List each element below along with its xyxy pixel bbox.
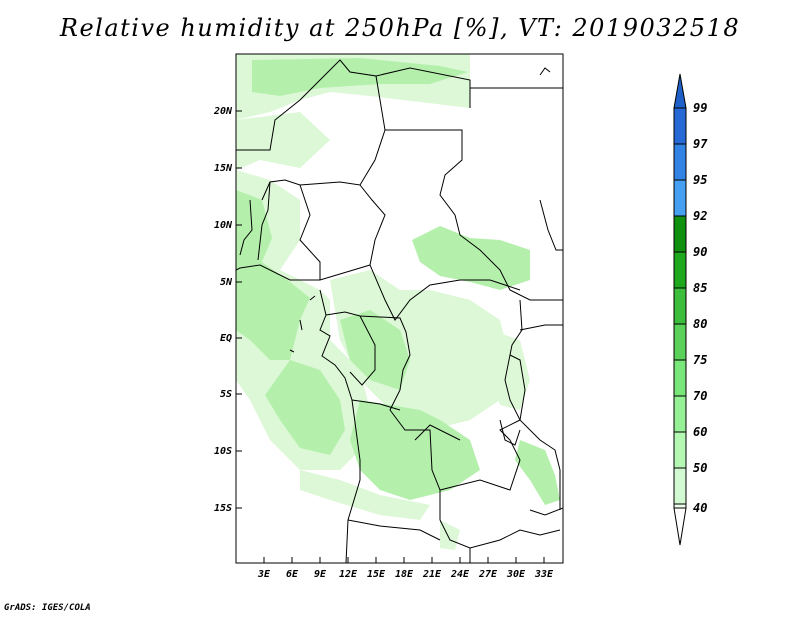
shade-northwest — [236, 112, 330, 170]
colorbar-swatch — [673, 251, 687, 289]
lon-label: 24E — [450, 569, 470, 580]
shade-southeast-patch — [440, 520, 460, 550]
shade-central-north — [412, 226, 530, 290]
shade-south — [350, 400, 480, 500]
lat-axis: 20N 15N 10N 5N EQ 5S 10S 15S — [213, 106, 242, 514]
lon-label: 12E — [339, 569, 358, 580]
colorbar-label: 75 — [693, 353, 707, 367]
colorbar-bottom-arrow — [673, 507, 687, 546]
lat-label: 15S — [214, 503, 232, 514]
lon-label: 9E — [314, 569, 327, 580]
colorbar-top-arrow — [673, 73, 687, 109]
colorbar-label: 70 — [693, 389, 707, 403]
colorbar-label: 80 — [693, 317, 707, 331]
shade-east-light — [490, 330, 530, 410]
map-frame — [235, 53, 564, 564]
colorbar-label: 60 — [693, 425, 707, 439]
colorbar-labels: 99 97 95 92 90 85 80 75 70 60 50 40 — [693, 101, 708, 515]
colorbar-label: 50 — [693, 461, 707, 475]
grads-credit: GrADS: IGES/COLA — [4, 603, 91, 613]
colorbar-swatch — [673, 467, 687, 505]
lat-label: EQ — [220, 333, 232, 344]
colorbar-swatch — [673, 107, 687, 145]
lon-label: 3E — [257, 569, 271, 580]
lon-label: 27E — [478, 569, 498, 580]
shade-east — [515, 440, 560, 505]
colorbar-swatch — [673, 431, 687, 469]
lat-label: 20N — [213, 106, 233, 117]
colorbar-label: 95 — [693, 173, 707, 187]
lat-label: 5N — [220, 277, 233, 288]
colorbar-label: 97 — [693, 137, 708, 151]
colorbar-swatch — [673, 395, 687, 433]
lon-label: 21E — [422, 569, 442, 580]
colorbar-swatch — [673, 215, 687, 253]
lon-label: 6E — [286, 569, 299, 580]
lat-label: 5S — [220, 389, 232, 400]
colorbar-label: 90 — [693, 245, 707, 259]
lat-label: 10S — [214, 446, 232, 457]
colorbar-swatch — [673, 503, 687, 509]
chart-title: Relative humidity at 250hPa [%], VT: 201… — [59, 14, 741, 42]
colorbar-label: 85 — [693, 281, 707, 295]
colorbar-label: 99 — [693, 101, 707, 115]
colorbar-swatch — [673, 323, 687, 361]
country-borders — [236, 59, 563, 563]
colorbar-swatch — [673, 287, 687, 325]
lat-label: 10N — [214, 220, 233, 231]
lon-label: 30E — [506, 569, 526, 580]
colorbar-swatch — [673, 179, 687, 217]
colorbar-label: 92 — [693, 209, 707, 223]
lon-axis: 3E 6E 9E 12E 15E 18E 21E 24E 27E 30E 33E — [257, 557, 554, 580]
lon-label: 18E — [395, 569, 414, 580]
humidity-shading — [236, 54, 560, 550]
colorbar-label: 40 — [693, 501, 707, 515]
shade-north-band-inner — [252, 58, 468, 96]
shade-coast-lower — [265, 360, 345, 455]
lon-label: 33E — [534, 569, 554, 580]
colorbar-swatch — [673, 143, 687, 181]
colorbar — [673, 73, 687, 546]
colorbar-swatch — [673, 359, 687, 397]
shade-west-inner — [236, 190, 310, 360]
shade-central — [330, 270, 510, 430]
lat-label: 15N — [214, 163, 233, 174]
shade-southwest-light — [300, 470, 430, 520]
lon-label: 15E — [367, 569, 386, 580]
